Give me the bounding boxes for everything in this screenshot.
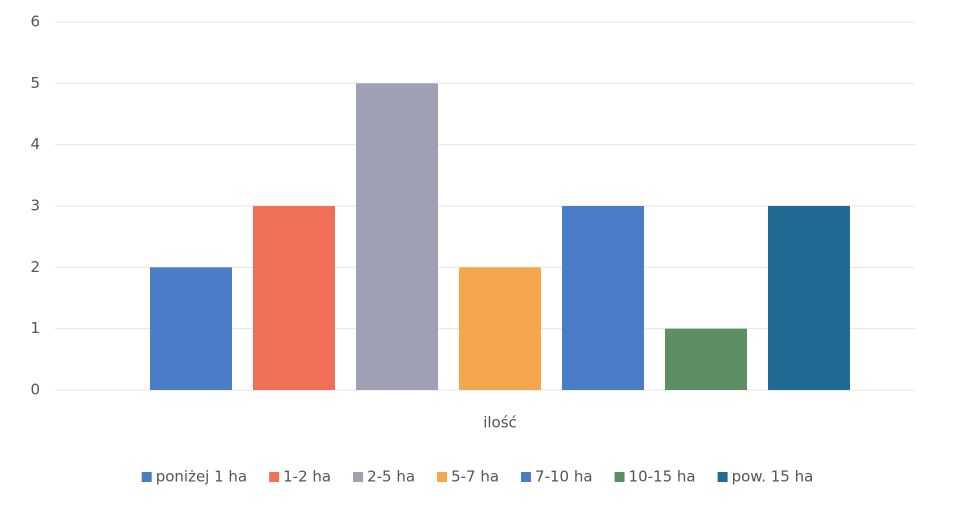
legend-swatch [141,472,152,482]
legend-swatch [437,472,448,482]
legend-swatch [521,472,532,482]
legend-label: 1-2 ha [283,468,331,486]
bar [562,206,644,390]
y-tick-label: 1 [30,319,40,337]
y-tick-label: 6 [30,13,40,31]
legend-label: 5-7 ha [451,468,499,486]
legend-label: poniżej 1 ha [156,468,247,486]
legend-swatch [269,472,280,482]
legend-label: 2-5 ha [367,468,415,486]
bar [253,206,335,390]
y-tick-label: 2 [30,258,40,276]
bar [768,206,850,390]
legend-label: 7-10 ha [535,468,593,486]
legend-swatch [717,472,728,482]
y-tick-label: 5 [30,74,40,92]
legend-swatch [353,472,364,482]
legend-label: pow. 15 ha [732,468,814,486]
legend-label: 10-15 ha [629,468,696,486]
bar [459,267,541,390]
y-tick-label: 0 [30,381,40,399]
bar [356,83,438,390]
bar [665,328,747,390]
y-tick-label: 3 [30,197,40,215]
y-tick-label: 4 [30,135,40,153]
x-tick-label: ilość [483,414,517,432]
legend-swatch [614,472,625,482]
bar [150,267,232,390]
